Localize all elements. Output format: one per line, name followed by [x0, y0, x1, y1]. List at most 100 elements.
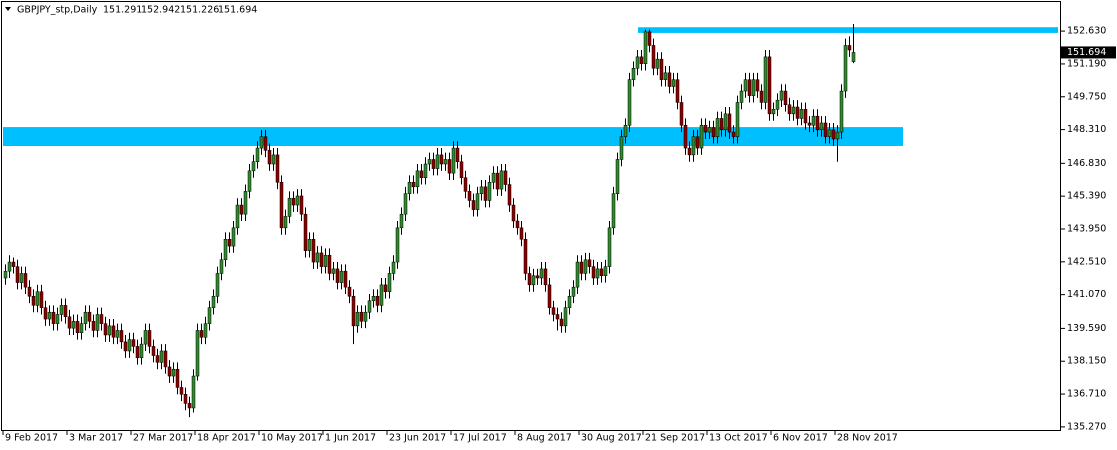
x-tick-label: 18 Apr 2017 — [197, 433, 256, 444]
candle-body — [355, 311, 360, 327]
candle-body — [423, 163, 428, 178]
candle-body — [835, 131, 840, 140]
candle-body — [439, 154, 444, 165]
candle-body — [171, 368, 176, 377]
candle-body — [123, 341, 128, 352]
candle-body — [507, 184, 512, 206]
candle-body — [183, 394, 188, 404]
candle-body — [235, 204, 240, 229]
candle-body — [31, 296, 36, 306]
candle-body — [543, 268, 548, 286]
candle-body — [567, 296, 572, 308]
candle-body — [443, 159, 448, 165]
candle-body — [555, 314, 560, 320]
candle-body — [131, 339, 136, 347]
candle-body — [147, 330, 152, 347]
candle-body — [719, 118, 724, 131]
candle-body — [191, 375, 196, 409]
candle-body — [267, 150, 272, 165]
candle-body — [603, 266, 608, 276]
candle-body — [59, 305, 64, 315]
candle-body — [187, 403, 192, 409]
candle-body — [155, 355, 160, 363]
candle-body — [407, 182, 412, 194]
candle-body — [15, 266, 20, 283]
candle-body — [643, 31, 648, 64]
candle-body — [331, 268, 336, 274]
candle-body — [367, 300, 372, 313]
candle-body — [691, 136, 696, 156]
x-tick-label: 23 Jun 2017 — [389, 433, 446, 444]
candle-body — [119, 330, 124, 343]
candle-body — [767, 56, 772, 115]
candle-body — [179, 387, 184, 395]
candle-body — [91, 321, 96, 331]
candle-body — [847, 45, 852, 51]
candle-body — [299, 195, 304, 215]
candle-body — [795, 106, 800, 119]
candle-body — [839, 90, 844, 133]
candle-body — [323, 254, 328, 267]
candle-body — [83, 311, 88, 324]
candle-body — [303, 213, 308, 251]
candle-body — [659, 58, 664, 80]
candle-body — [735, 102, 740, 137]
menu-triangle — [5, 7, 11, 11]
x-tick-label: 30 Aug 2017 — [581, 433, 642, 444]
y-tick-label: 138.150 — [1067, 356, 1106, 367]
candle-body — [579, 261, 584, 274]
candle-body — [547, 284, 552, 308]
x-tick-label: 13 Oct 2017 — [709, 433, 768, 444]
candle-body — [399, 213, 404, 229]
candle-body — [435, 154, 440, 169]
candle-body — [823, 122, 828, 137]
candle-body — [143, 330, 148, 345]
candle-body — [151, 346, 156, 356]
candle-body — [751, 79, 756, 96]
candle-body — [287, 197, 292, 217]
candle-body — [3, 270, 8, 279]
candle-body — [611, 193, 616, 229]
candle-body — [159, 350, 164, 363]
candle-body — [723, 113, 728, 131]
candle-body — [707, 127, 712, 133]
candle-body — [775, 99, 780, 110]
candle-body — [107, 325, 112, 336]
candle-body — [695, 136, 700, 149]
candle-body — [95, 314, 100, 331]
candle-body — [27, 286, 32, 297]
candle-body — [71, 321, 76, 329]
candle-body — [515, 220, 520, 229]
price-marker — [1061, 46, 1116, 59]
candle-body — [79, 323, 84, 333]
candle-body — [627, 79, 632, 126]
candle-body — [415, 170, 420, 188]
candle-body — [343, 270, 348, 288]
candle-body — [591, 266, 596, 279]
candle-body — [419, 170, 424, 178]
candle-body — [679, 102, 684, 126]
candle-body — [243, 191, 248, 215]
candle-body — [631, 68, 636, 80]
candle-body — [375, 296, 380, 306]
candle-body — [271, 154, 276, 165]
candle-body — [811, 115, 816, 126]
candle-body — [307, 239, 312, 251]
candle-body — [43, 307, 48, 320]
candle-body — [99, 314, 104, 324]
y-tick-label: 136.710 — [1067, 389, 1106, 400]
x-tick-label: 8 Aug 2017 — [517, 433, 572, 444]
candle-body — [731, 131, 736, 137]
y-tick-label: 149.750 — [1067, 91, 1106, 102]
y-tick-label: 152.630 — [1067, 26, 1106, 37]
candle-body — [787, 104, 792, 115]
candle-body — [127, 339, 132, 352]
candle-body — [687, 147, 692, 156]
candle-body — [383, 284, 388, 292]
candle-body — [431, 159, 436, 169]
candle-body — [571, 286, 576, 297]
candle-body — [655, 58, 660, 69]
